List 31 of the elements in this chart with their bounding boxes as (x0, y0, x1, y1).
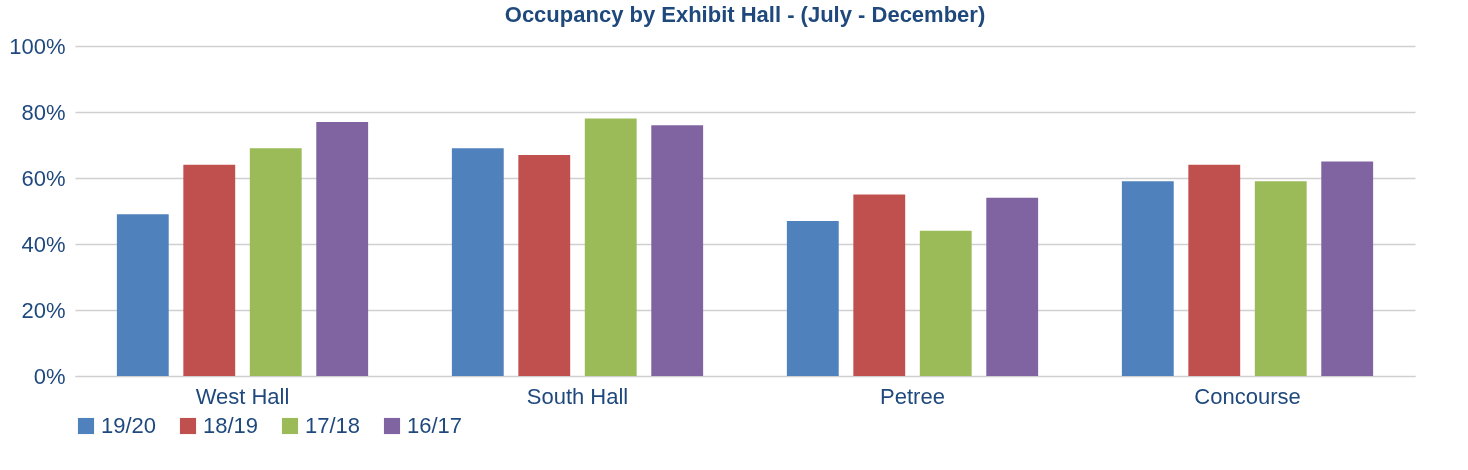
y-tick-label: 20% (21, 297, 66, 323)
bar (651, 125, 704, 376)
x-tick-label: Concourse (1194, 383, 1301, 409)
bar (986, 197, 1039, 376)
bar (316, 121, 369, 376)
x-tick-label: Petree (880, 383, 945, 409)
y-tick-label: 40% (21, 231, 66, 257)
bar (786, 220, 839, 376)
bar (919, 230, 972, 376)
legend-label: 19/20 (101, 413, 157, 438)
x-tick-label: South Hall (526, 383, 629, 409)
x-tick-label: West Hall (195, 383, 290, 409)
y-tick-label: 60% (21, 165, 66, 191)
bar (1321, 161, 1374, 376)
bar (584, 118, 637, 376)
chart-title: Occupancy by Exhibit Hall - (July - December) (504, 2, 986, 27)
bar (183, 164, 236, 376)
y-tick-label: 0% (33, 363, 66, 389)
bar (853, 194, 906, 376)
bar (249, 148, 302, 376)
y-tick-label: 80% (21, 99, 66, 125)
bar (451, 148, 504, 376)
legend-label: 16/17 (407, 413, 463, 438)
bar (116, 214, 169, 376)
legend-label: 18/19 (203, 413, 259, 438)
bar (1254, 181, 1307, 376)
bar (1121, 181, 1174, 376)
bar (518, 154, 571, 376)
legend-label: 17/18 (305, 413, 361, 438)
bar (1188, 164, 1241, 376)
y-tick-label: 100% (9, 33, 66, 59)
